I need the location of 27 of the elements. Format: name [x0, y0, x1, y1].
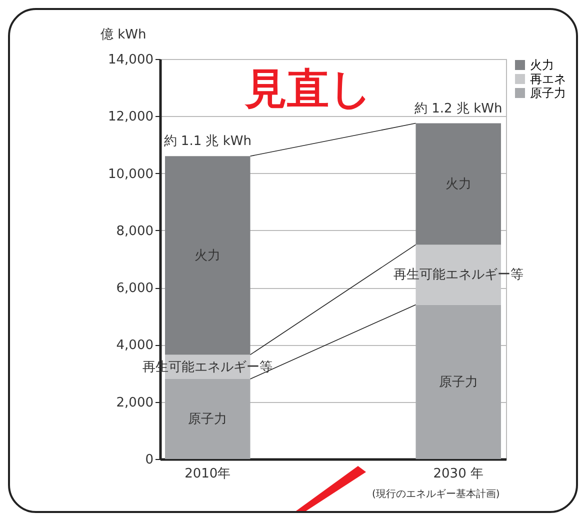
x-tick-label: 2010年 — [184, 466, 231, 482]
legend-label: 原子力 — [530, 86, 566, 100]
text: (現行のエネルギー基本計画) — [372, 489, 500, 500]
bar — [416, 304, 501, 459]
y-axis-title: 億 kWh — [100, 28, 146, 42]
annotation: 火力 — [194, 248, 221, 264]
y-tick-label: 10,000 — [108, 166, 154, 182]
y-tick-label: 12,000 — [108, 110, 154, 125]
bar — [165, 156, 250, 355]
annotation: 見直し — [245, 64, 372, 113]
bar — [165, 379, 250, 459]
annotation: 約 1.1 兆 kWh — [164, 134, 252, 150]
y-tick-label: 0 — [145, 452, 154, 468]
x-tick-label: 2030 年 — [433, 466, 484, 482]
y-tick-label: 6,000 — [116, 281, 154, 296]
y-tick-label: 4,000 — [116, 338, 154, 354]
legend-label: 火力 — [530, 58, 554, 72]
annotation: 原子力 — [188, 412, 228, 427]
y-tick-label: 14,000 — [108, 52, 154, 68]
annotation: 火力 — [445, 177, 472, 192]
annotation: 約 1.2 兆 kWh — [414, 101, 502, 116]
annotation: 再生可能エネルギー等 — [393, 268, 524, 283]
y-tick-label: 8,000 — [116, 224, 154, 239]
legend-label: 再エネ — [530, 72, 566, 86]
y-tick-label: 2,000 — [116, 395, 154, 410]
bar — [416, 123, 501, 245]
annotation: 原子力 — [438, 374, 478, 390]
